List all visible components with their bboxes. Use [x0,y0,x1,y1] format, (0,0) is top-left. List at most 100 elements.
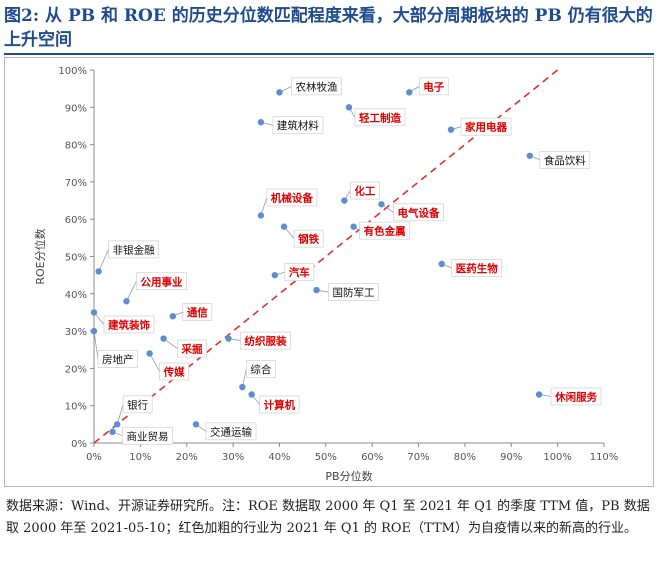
data-point [280,223,288,230]
x-tick-label: 50% [315,452,337,463]
point-label-box [293,229,324,248]
y-tick-label: 50% [65,253,87,264]
y-tick-label: 70% [65,178,87,189]
y-tick-label: 30% [65,327,87,338]
data-point [341,197,348,204]
point-label: 医药生物 [456,262,498,275]
leader-line [126,281,137,302]
y-tick-label: 90% [65,103,87,114]
y-tick-label: 20% [65,364,87,375]
point-label: 计算机 [264,399,296,412]
data-point [257,119,265,126]
x-tick-label: 70% [407,452,429,463]
point-label: 电气设备 [397,206,439,219]
point-label-box [122,426,173,445]
point-label-box [97,350,138,368]
point-label: 商业贸易 [127,430,169,443]
point-label-box [103,315,155,334]
point-label: 钢铁 [298,233,319,246]
point-label: 国防军工 [333,286,375,299]
figure-title: 图2: 从 PB 和 ROE 的历史分位数匹配程度来看，大部分周期板块的 PB … [4,6,653,50]
leader-line [93,331,99,360]
leader-line [98,249,110,272]
x-tick-label: 100% [543,452,572,463]
y-tick-label: 80% [65,141,87,152]
point-label-box [259,395,300,414]
data-point [95,268,102,275]
point-label: 传媒 [163,365,185,378]
point-label: 汽车 [289,266,310,279]
data-point [535,391,543,398]
data-point [378,201,385,208]
data-point [169,312,177,320]
point-label: 综合 [250,363,271,376]
point-label-box [359,221,410,240]
data-point [248,391,255,398]
point-label-box [266,188,318,207]
data-point [113,421,121,428]
x-tick-label: 0% [86,452,102,463]
x-tick-label: 60% [361,452,383,463]
data-point [90,327,98,335]
point-label-box [354,108,406,127]
point-label: 化工 [354,185,375,198]
point-label-box [159,362,189,381]
point-label-box [539,150,591,169]
point-label: 采掘 [181,343,203,356]
point-label-box [418,77,449,96]
data-point [526,152,534,159]
point-label: 轻工制造 [359,111,401,124]
x-tick-label: 90% [500,452,522,463]
data-point [225,335,232,342]
point-label-box [284,263,315,281]
y-tick-label: 40% [65,290,87,301]
point-label-box [393,203,444,222]
x-axis-title: PB分位数 [325,469,372,483]
point-label-box [291,77,342,96]
data-point [350,223,357,230]
point-label-box [122,395,153,414]
data-point [276,89,283,96]
point-label: 纺织服装 [244,335,286,348]
point-label-box [182,303,213,322]
point-label: 食品饮料 [544,154,586,167]
point-label-box [108,240,159,259]
point-label-box [177,339,207,358]
x-tick-label: 110% [590,452,619,463]
data-point [438,260,445,268]
y-tick-label: 100% [58,66,87,77]
x-tick-label: 10% [129,452,151,463]
data-point [109,428,116,436]
data-point [239,383,246,391]
y-axis-title: ROE分位数 [33,228,47,284]
source-note: 数据来源：Wind、开源证券研究所。注：ROE 数据取 2000 年 Q1 至 … [6,499,650,536]
data-point [160,335,167,342]
data-point [146,350,153,357]
point-label: 非银金融 [113,243,155,256]
point-label-box [240,331,291,350]
point-label: 通信 [187,306,208,319]
data-point [313,286,320,294]
point-label: 交通运输 [210,425,252,438]
title-rule [4,53,654,55]
point-label: 家用电器 [465,121,507,134]
axes: 0% 10% 20% 30% 40% 50% 60% 70% 80% 90% 100% 110% 0% 1… [33,66,618,483]
point-label-box [272,116,324,135]
point-label: 农林牧渔 [295,80,337,93]
point-label-box [460,117,512,136]
point-label-box [246,360,276,378]
point-label-box [136,272,187,291]
data-point [192,421,200,428]
data-point [406,89,413,96]
x-tick-label: 80% [454,452,476,463]
point-label-box [328,283,379,301]
point-label-box [550,387,602,406]
leader-line [116,404,124,425]
point-label-box [205,422,257,441]
point-label: 公用事业 [140,275,182,288]
point-label-box [451,259,503,277]
point-label: 电子 [423,80,444,93]
data-point [123,298,130,305]
y-tick-label: 10% [65,402,87,413]
